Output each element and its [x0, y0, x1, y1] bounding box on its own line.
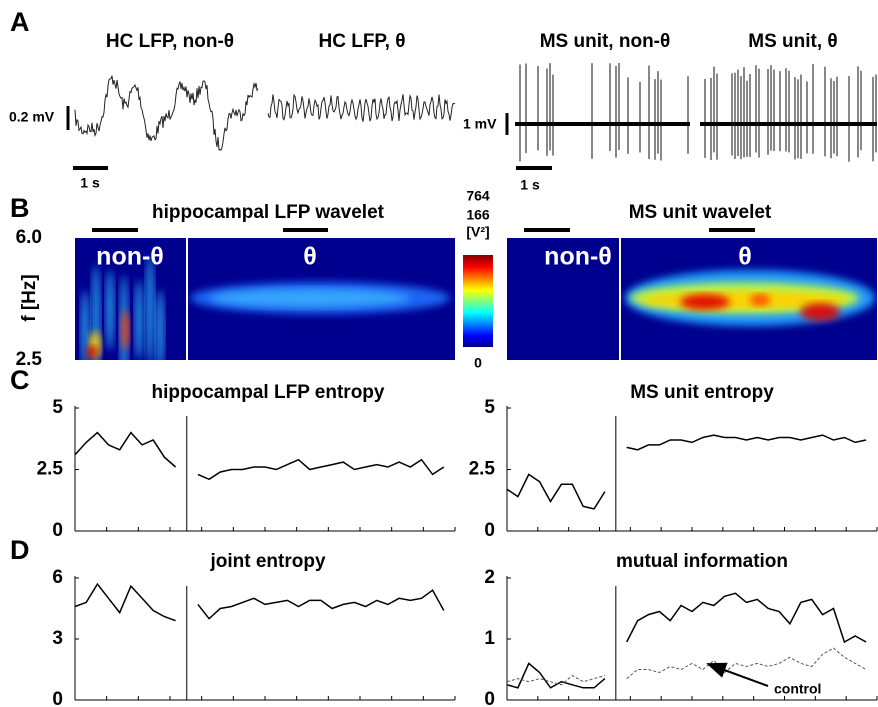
y-tick-label: 1 — [484, 628, 495, 649]
heatmap-cell — [121, 310, 129, 350]
heatmap-cell — [680, 294, 730, 310]
chart-title: hippocampal LFP entropy — [152, 382, 385, 403]
data-line — [74, 431, 445, 481]
chart-title: MS unit entropy — [630, 382, 774, 403]
trace-title: HC LFP, θ — [319, 31, 406, 52]
y-tick-label: 2.5 — [469, 459, 496, 480]
annotation: control — [774, 681, 821, 697]
colorbar-label: 166 — [466, 207, 490, 223]
scale-label: 0.2 mV — [9, 109, 55, 125]
heatmap-cell — [210, 289, 410, 307]
heatmap — [75, 238, 455, 360]
y-tick-label: 2.5 — [16, 349, 43, 370]
heatmap-cell — [135, 280, 143, 360]
y-tick-label: 3 — [52, 628, 63, 649]
region-label: non-θ — [544, 243, 612, 271]
scale-label: 1 s — [80, 175, 100, 191]
heatmap-cell — [81, 290, 89, 360]
lfp-trace — [74, 75, 259, 151]
y-tick-label: 2 — [484, 567, 495, 588]
lfp-trace — [267, 93, 456, 122]
y-tick-label: 2.5 — [37, 459, 64, 480]
panel-label: B — [10, 193, 30, 223]
panel-label: C — [10, 365, 30, 395]
data-line — [74, 582, 445, 622]
colorbar-label: 764 — [466, 188, 490, 204]
y-tick-label: 0 — [484, 520, 495, 541]
data-line — [506, 592, 867, 689]
chart-title: joint entropy — [209, 551, 325, 572]
trace-title: HC LFP, non-θ — [106, 31, 234, 52]
data-line — [506, 434, 867, 510]
region-label: θ — [303, 243, 317, 271]
heatmap-cell — [800, 303, 840, 321]
scale-label: 1 s — [520, 177, 540, 193]
y-tick-label: 0 — [52, 689, 63, 707]
y-tick-label: 0 — [52, 520, 63, 541]
region-label: non-θ — [96, 243, 164, 271]
wavelet-title: hippocampal LFP wavelet — [152, 202, 385, 223]
trace-title: MS unit, non-θ — [540, 31, 671, 52]
y-tick-label: 0 — [484, 689, 495, 707]
wavelet-title: MS unit wavelet — [629, 202, 772, 223]
heatmap-cell — [106, 270, 114, 350]
heatmap-cell — [86, 346, 98, 358]
y-tick-label: 5 — [484, 397, 495, 418]
data-line — [506, 647, 867, 686]
y-tick-label: 6 — [52, 567, 63, 588]
y-tick-label: 5 — [52, 397, 63, 418]
annotation-arrow — [706, 662, 769, 687]
colorbar-label: [V²] — [466, 224, 489, 240]
chart-title: mutual information — [616, 551, 788, 572]
region-label: θ — [738, 243, 752, 271]
panel-label: D — [10, 535, 30, 565]
heatmap-cell — [750, 294, 770, 306]
scale-label: 1 mV — [463, 116, 497, 132]
heatmap-cell — [156, 290, 164, 360]
heatmap — [507, 238, 877, 360]
trace-title: MS unit, θ — [748, 31, 837, 52]
colorbar — [463, 255, 493, 347]
y-axis-label: f [Hz] — [19, 274, 40, 321]
y-tick-label: 6.0 — [16, 227, 42, 248]
colorbar-label: 0 — [474, 355, 482, 371]
panel-label: A — [10, 7, 30, 37]
heatmap-cell — [146, 255, 154, 360]
